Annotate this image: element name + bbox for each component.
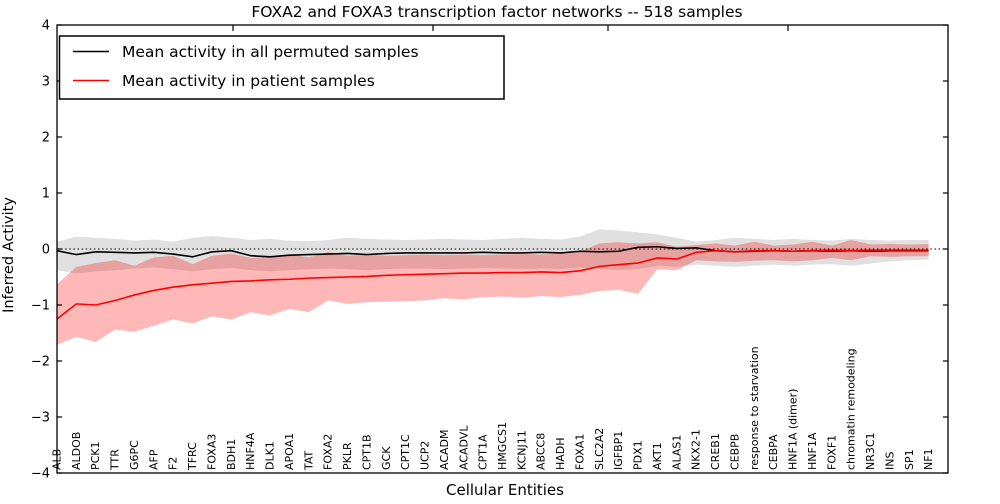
x-category-label: CEBPB xyxy=(728,434,741,470)
y-tick-label: 3 xyxy=(42,75,50,90)
x-category-labels-group: ALB ALDOB PCK1 TTR G6PC AFP F2 TFRC FOXA3 BDH1 HNF… xyxy=(51,346,936,471)
series-lines-group xyxy=(56,245,929,320)
band-mean-activity-in-all-permuted-samples xyxy=(57,229,929,274)
y-tick-label: 4 xyxy=(42,19,50,34)
legend: Mean activity in all permuted samples Me… xyxy=(58,35,505,100)
y-tick-label: 1 xyxy=(42,187,50,202)
x-category-label: PKLR xyxy=(341,442,354,470)
x-category-label: DLK1 xyxy=(264,441,277,470)
x-category-label: CPT1B xyxy=(360,434,373,470)
x-category-label: ALAS1 xyxy=(670,435,683,470)
x-category-label: ABCC8 xyxy=(535,433,548,470)
y-tick-label: 2 xyxy=(42,131,50,146)
x-category-label: ALB xyxy=(51,449,64,470)
x-category-label: GCK xyxy=(380,446,393,470)
x-category-label: BDH1 xyxy=(225,439,238,470)
x-category-label: AFP xyxy=(147,449,160,470)
y-tick-label: 0 xyxy=(42,243,50,258)
chart-title: FOXA2 and FOXA3 transcription factor net… xyxy=(251,3,742,21)
x-category-label: PDX1 xyxy=(632,440,645,470)
x-category-label: ACADVL xyxy=(457,425,470,470)
x-category-label: CREB1 xyxy=(709,433,722,470)
x-category-label: response to starvation xyxy=(748,346,761,470)
x-category-label: SLC2A2 xyxy=(593,428,606,470)
x-category-label: HADH xyxy=(554,437,567,470)
x-category-label: ACADM xyxy=(438,430,451,471)
axis-ticks-group xyxy=(57,24,948,474)
x-category-label: PCK1 xyxy=(89,441,102,470)
x-category-label: HNF4A xyxy=(244,432,257,470)
x-category-label: APOA1 xyxy=(283,433,296,470)
x-category-label: HMGCS1 xyxy=(496,422,509,470)
x-category-label: SP1 xyxy=(903,449,916,470)
legend-label-patient-samples: Mean activity in patient samples xyxy=(122,72,375,90)
x-axis-label: Cellular Entities xyxy=(446,481,564,499)
x-category-label: IGFBP1 xyxy=(612,431,625,470)
x-category-label: NKX2-1 xyxy=(690,429,703,470)
x-category-label: TAT xyxy=(302,450,315,471)
x-category-label: G6PC xyxy=(128,440,141,470)
x-category-label: CPT1C xyxy=(399,434,412,470)
y-tick-label: −4 xyxy=(31,467,50,482)
y-tick-label: −2 xyxy=(31,355,50,370)
y-tick-labels-group: 4 3 2 1 0 −1 −2 −3 −4 xyxy=(31,19,50,482)
x-category-label: AKT1 xyxy=(651,442,664,470)
x-category-label: FOXA3 xyxy=(205,434,218,470)
x-category-label: CEBPA xyxy=(767,434,780,470)
x-category-label: TFRC xyxy=(186,442,199,471)
legend-label-permuted-samples: Mean activity in all permuted samples xyxy=(122,43,419,61)
y-axis-label: Inferred Activity xyxy=(1,197,17,313)
x-category-label: NF1 xyxy=(922,448,935,470)
x-category-label: FOXF1 xyxy=(825,435,838,470)
x-category-label: HNF1A (dimer) xyxy=(787,389,800,470)
bands-group xyxy=(57,229,929,345)
x-category-label: NR3C1 xyxy=(864,432,877,470)
x-category-label: chromatin remodeling xyxy=(845,348,858,470)
x-category-label: HNF1A xyxy=(806,432,819,470)
x-category-label: F2 xyxy=(167,457,180,470)
x-category-label: TTR xyxy=(109,449,122,471)
legend-box xyxy=(58,35,505,100)
y-tick-label: −1 xyxy=(31,299,50,314)
x-category-label: INS xyxy=(883,452,896,470)
x-category-label: KCNJ11 xyxy=(515,430,528,470)
x-category-label: FOXA1 xyxy=(573,434,586,470)
x-category-label: ALDOB xyxy=(70,432,83,470)
x-category-label: CPT1A xyxy=(477,434,490,470)
x-category-label: FOXA2 xyxy=(322,434,335,470)
x-category-label: UCP2 xyxy=(419,441,432,470)
series-line-mean-activity-in-patient-samples xyxy=(56,249,929,320)
y-tick-label: −3 xyxy=(31,411,50,426)
band-mean-activity-in-patient-samples xyxy=(57,240,929,345)
